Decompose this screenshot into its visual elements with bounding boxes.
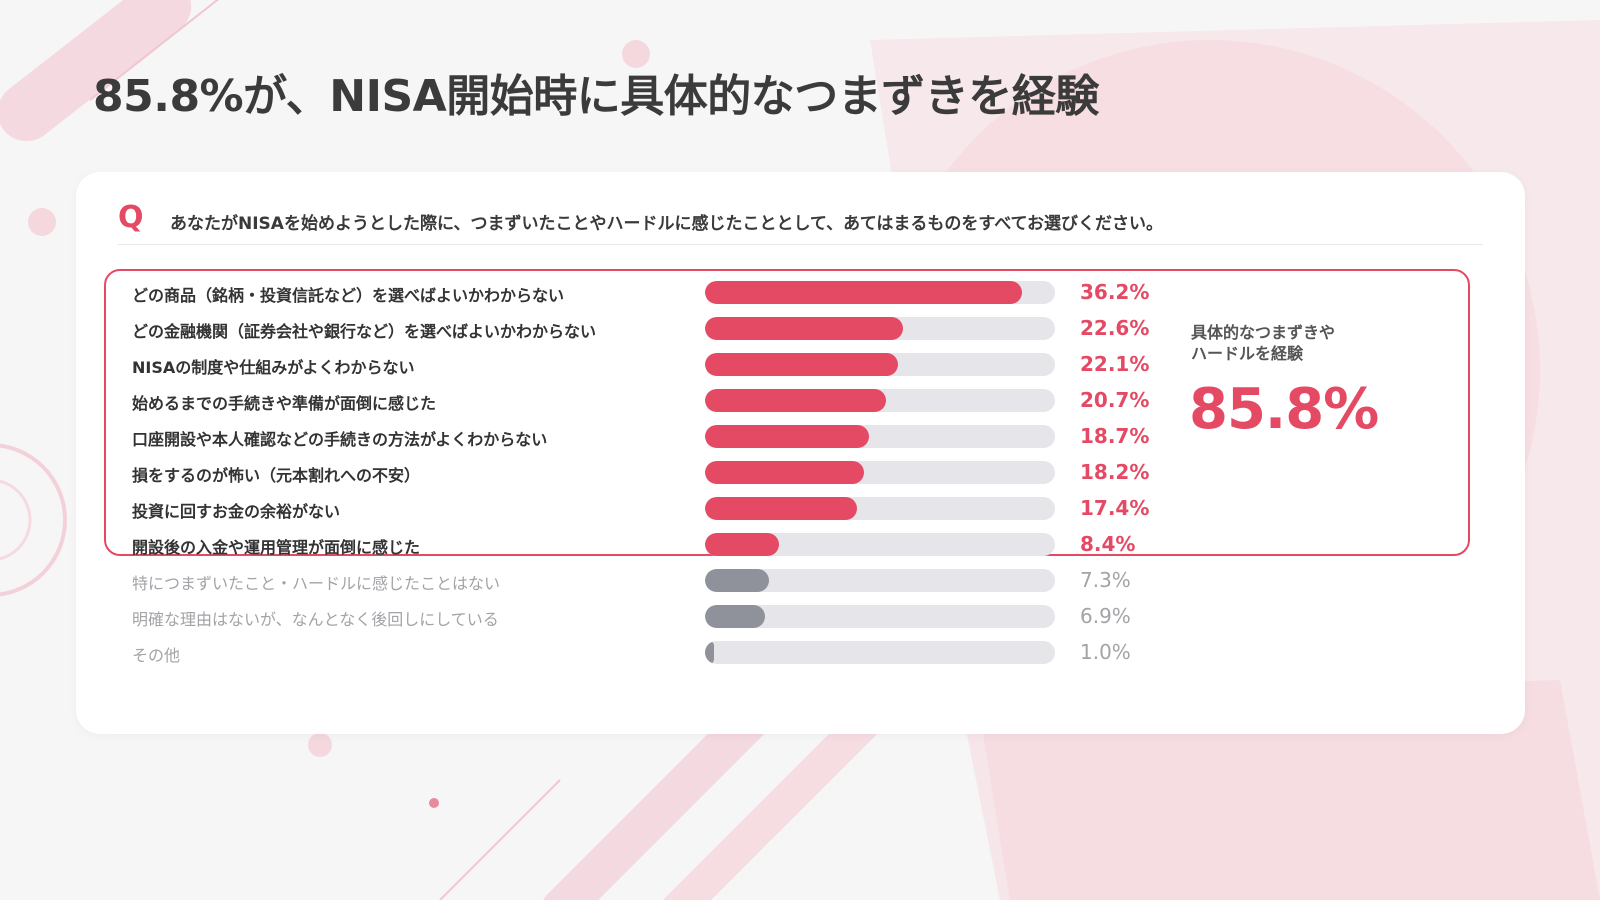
summary-label-line1: 具体的なつまずきや bbox=[1191, 323, 1336, 342]
bar-value-label: 20.7% bbox=[1080, 388, 1150, 412]
summary-label: 具体的なつまずきや ハードルを経験 bbox=[1191, 322, 1335, 364]
bar-value-label: 17.4% bbox=[1080, 496, 1150, 520]
bar-row: どの金融機関（証券会社や銀行など）を選べばよいかわからない 22.6% bbox=[76, 311, 1525, 347]
bar-track bbox=[705, 605, 1055, 628]
summary-label-line2: ハードルを経験 bbox=[1191, 344, 1304, 363]
bar-label: 損をするのが怖い（元本割れへの不安） bbox=[132, 466, 421, 485]
bar bbox=[705, 533, 779, 556]
question-text: あなたがNISAを始めようとした際に、つまずいたことやハードルに感じたこととして… bbox=[170, 214, 1164, 234]
bar bbox=[705, 605, 765, 628]
bar-row: その他 1.0% bbox=[76, 635, 1525, 671]
bar-row: NISAの制度や仕組みがよくわからない 22.1% bbox=[76, 347, 1525, 383]
bar-row: 始めるまでの手続きや準備が面倒に感じた 20.7% bbox=[76, 383, 1525, 419]
bar-value-label: 1.0% bbox=[1080, 640, 1131, 664]
bar bbox=[705, 425, 869, 448]
bar-row: 損をするのが怖い（元本割れへの不安） 18.2% bbox=[76, 455, 1525, 491]
bar-row: 明確な理由はないが、なんとなく後回しにしている 6.9% bbox=[76, 599, 1525, 635]
page-title: 85.8%が、NISA開始時に具体的なつまずきを経験 bbox=[93, 71, 1099, 122]
bar-row: 投資に回すお金の余裕がない 17.4% bbox=[76, 491, 1525, 527]
bar-track bbox=[705, 425, 1055, 448]
bar-value-label: 18.7% bbox=[1080, 424, 1150, 448]
bar-row: どの商品（銘柄・投資信託など）を選べばよいかわからない 36.2% bbox=[76, 275, 1525, 311]
bar-row: 開設後の入金や運用管理が面倒に感じた 8.4% bbox=[76, 527, 1525, 563]
bar bbox=[705, 641, 714, 664]
question-header: Q あなたがNISAを始めようとした際に、つまずいたことやハードルに感じたことと… bbox=[118, 200, 1483, 245]
bar-label: 口座開設や本人確認などの手続きの方法がよくわからない bbox=[132, 430, 548, 449]
question-card: Q あなたがNISAを始めようとした際に、つまずいたことやハードルに感じたことと… bbox=[76, 172, 1525, 734]
bar-label: NISAの制度や仕組みがよくわからない bbox=[132, 358, 415, 377]
bar-track bbox=[705, 641, 1055, 664]
bar-track bbox=[705, 353, 1055, 376]
bar-track bbox=[705, 389, 1055, 412]
bar bbox=[705, 353, 898, 376]
bar-label: 特につまずいたこと・ハードルに感じたことはない bbox=[132, 574, 501, 593]
bar-track bbox=[705, 317, 1055, 340]
summary-value: 85.8% bbox=[1189, 377, 1379, 442]
bar-value-label: 6.9% bbox=[1080, 604, 1131, 628]
bar-track bbox=[705, 497, 1055, 520]
bar-track bbox=[705, 569, 1055, 592]
bar-row: 口座開設や本人確認などの手続きの方法がよくわからない 18.7% bbox=[76, 419, 1525, 455]
bar-label: 始めるまでの手続きや準備が面倒に感じた bbox=[132, 394, 437, 413]
bar-value-label: 36.2% bbox=[1080, 280, 1150, 304]
bar-value-label: 22.6% bbox=[1080, 316, 1150, 340]
bar-track bbox=[705, 281, 1055, 304]
bar-label: 明確な理由はないが、なんとなく後回しにしている bbox=[132, 610, 499, 629]
bar-label: 開設後の入金や運用管理が面倒に感じた bbox=[132, 538, 421, 557]
bar-value-label: 22.1% bbox=[1080, 352, 1150, 376]
bar-chart: どの商品（銘柄・投資信託など）を選べばよいかわからない 36.2% どの金融機関（証… bbox=[76, 172, 1525, 734]
bar-value-label: 7.3% bbox=[1080, 568, 1131, 592]
bar-label: その他 bbox=[132, 646, 181, 665]
bar-row: 特につまずいたこと・ハードルに感じたことはない 7.3% bbox=[76, 563, 1525, 599]
bar bbox=[705, 281, 1022, 304]
bar bbox=[705, 497, 857, 520]
bar-label: 投資に回すお金の余裕がない bbox=[132, 502, 341, 521]
bar-value-label: 18.2% bbox=[1080, 460, 1150, 484]
bar bbox=[705, 317, 903, 340]
bar bbox=[705, 461, 864, 484]
bar-label: どの金融機関（証券会社や銀行など）を選べばよいかわからない bbox=[132, 322, 597, 341]
bar-label: どの商品（銘柄・投資信託など）を選べばよいかわからない bbox=[132, 286, 565, 305]
bar-value-label: 8.4% bbox=[1080, 532, 1136, 556]
bar-track bbox=[705, 533, 1055, 556]
question-mark: Q bbox=[118, 200, 144, 235]
bar bbox=[705, 569, 769, 592]
bar-track bbox=[705, 461, 1055, 484]
bar bbox=[705, 389, 886, 412]
